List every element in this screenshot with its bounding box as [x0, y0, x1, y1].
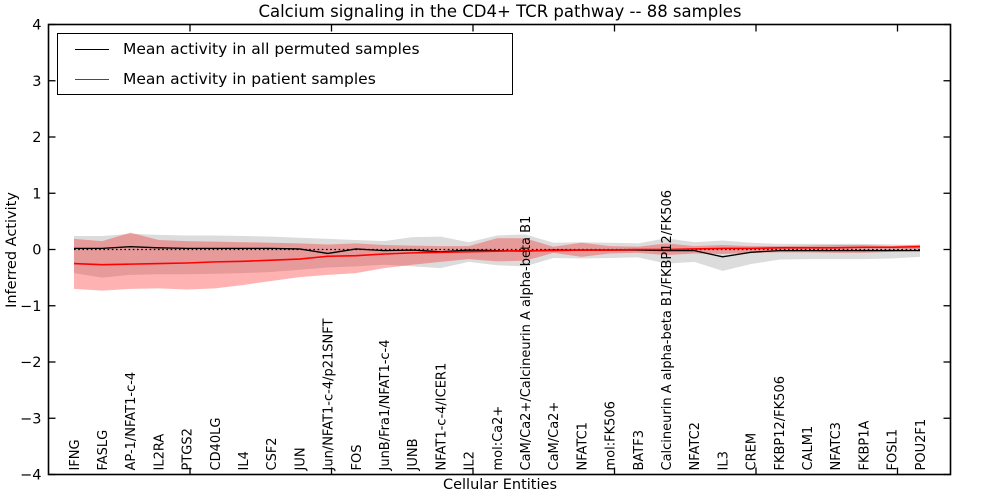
x-tick-label: CSF2 [265, 437, 280, 470]
x-tick-label: mol:FK506 [604, 401, 619, 470]
y-tick-label: 0 [32, 243, 41, 259]
x-tick-label: JunB/Fra1/NFAT1-c-4 [378, 339, 393, 471]
y-axis-title: Inferred Activity [4, 192, 20, 308]
legend-label-permuted: Mean activity in all permuted samples [123, 40, 420, 58]
x-tick-label: IL2 [463, 451, 478, 470]
x-tick-label: FASLG [96, 430, 111, 471]
x-tick-label: IL2RA [152, 434, 167, 471]
x-tick-label: CD40LG [209, 418, 224, 471]
chart-title: Calcium signaling in the CD4+ TCR pathwa… [258, 2, 742, 21]
legend: Mean activity in all permuted samples Me… [57, 33, 513, 95]
x-tick-label: POU2F1 [914, 419, 929, 471]
y-tick-label: 4 [32, 18, 41, 34]
x-tick-label: FKBP12/FK506 [773, 376, 788, 471]
y-tick-label: −4 [20, 468, 41, 484]
x-tick-label: PTGS2 [181, 428, 196, 470]
x-tick-label: BATF3 [632, 430, 647, 471]
legend-item-patient: Mean activity in patient samples [58, 66, 512, 92]
x-tick-label: FOS [350, 445, 365, 471]
x-axis-title: Cellular Entities [442, 477, 558, 493]
legend-label-patient: Mean activity in patient samples [123, 70, 376, 88]
x-tick-label: NFAT1-c-4/ICER1 [434, 363, 449, 471]
x-tick-label: IL3 [716, 451, 731, 470]
legend-item-permuted: Mean activity in all permuted samples [58, 36, 512, 62]
x-tick-label: Jun/NFAT1-c-4/p21SNFT [322, 319, 337, 472]
y-tick-label: −1 [20, 299, 41, 315]
x-tick-label: NFATC2 [688, 422, 703, 470]
x-tick-label: NFATC1 [575, 422, 590, 470]
y-tick-label: −3 [20, 411, 41, 427]
y-tick-label: 2 [32, 130, 41, 146]
x-tick-label: FOSL1 [886, 429, 901, 470]
x-tick-label: CaM/Ca2+ [547, 402, 562, 471]
y-tick-label: −2 [20, 355, 41, 371]
x-tick-label: CaM/Ca2+/Calcineurin A alpha-beta B1 [519, 216, 534, 471]
x-tick-label: FKBP1A [857, 420, 872, 470]
patient-range-band [74, 232, 920, 291]
permuted-line-swatch [75, 48, 109, 50]
patient-line-swatch [75, 78, 109, 80]
x-tick-label: CREM [745, 433, 760, 471]
x-tick-label: IL4 [237, 451, 252, 470]
x-tick-label: NFATC3 [829, 422, 844, 470]
x-tick-label: JUN [293, 447, 308, 471]
patient-mean-line [73, 245, 921, 266]
x-tick-label: AP-1/NFAT1-c-4 [124, 372, 139, 471]
y-tick-label: 1 [32, 186, 41, 202]
x-tick-label: CALM1 [801, 426, 816, 471]
permuted-range-band [74, 233, 920, 278]
x-tick-label: JUNB [406, 439, 421, 472]
y-tick-label: 3 [32, 74, 41, 90]
x-tick-label: IFNG [68, 439, 83, 470]
x-tick-label: Calcineurin A alpha-beta B1/FKBP12/FK506 [660, 190, 675, 470]
x-tick-label: mol:Ca2+ [491, 406, 506, 471]
